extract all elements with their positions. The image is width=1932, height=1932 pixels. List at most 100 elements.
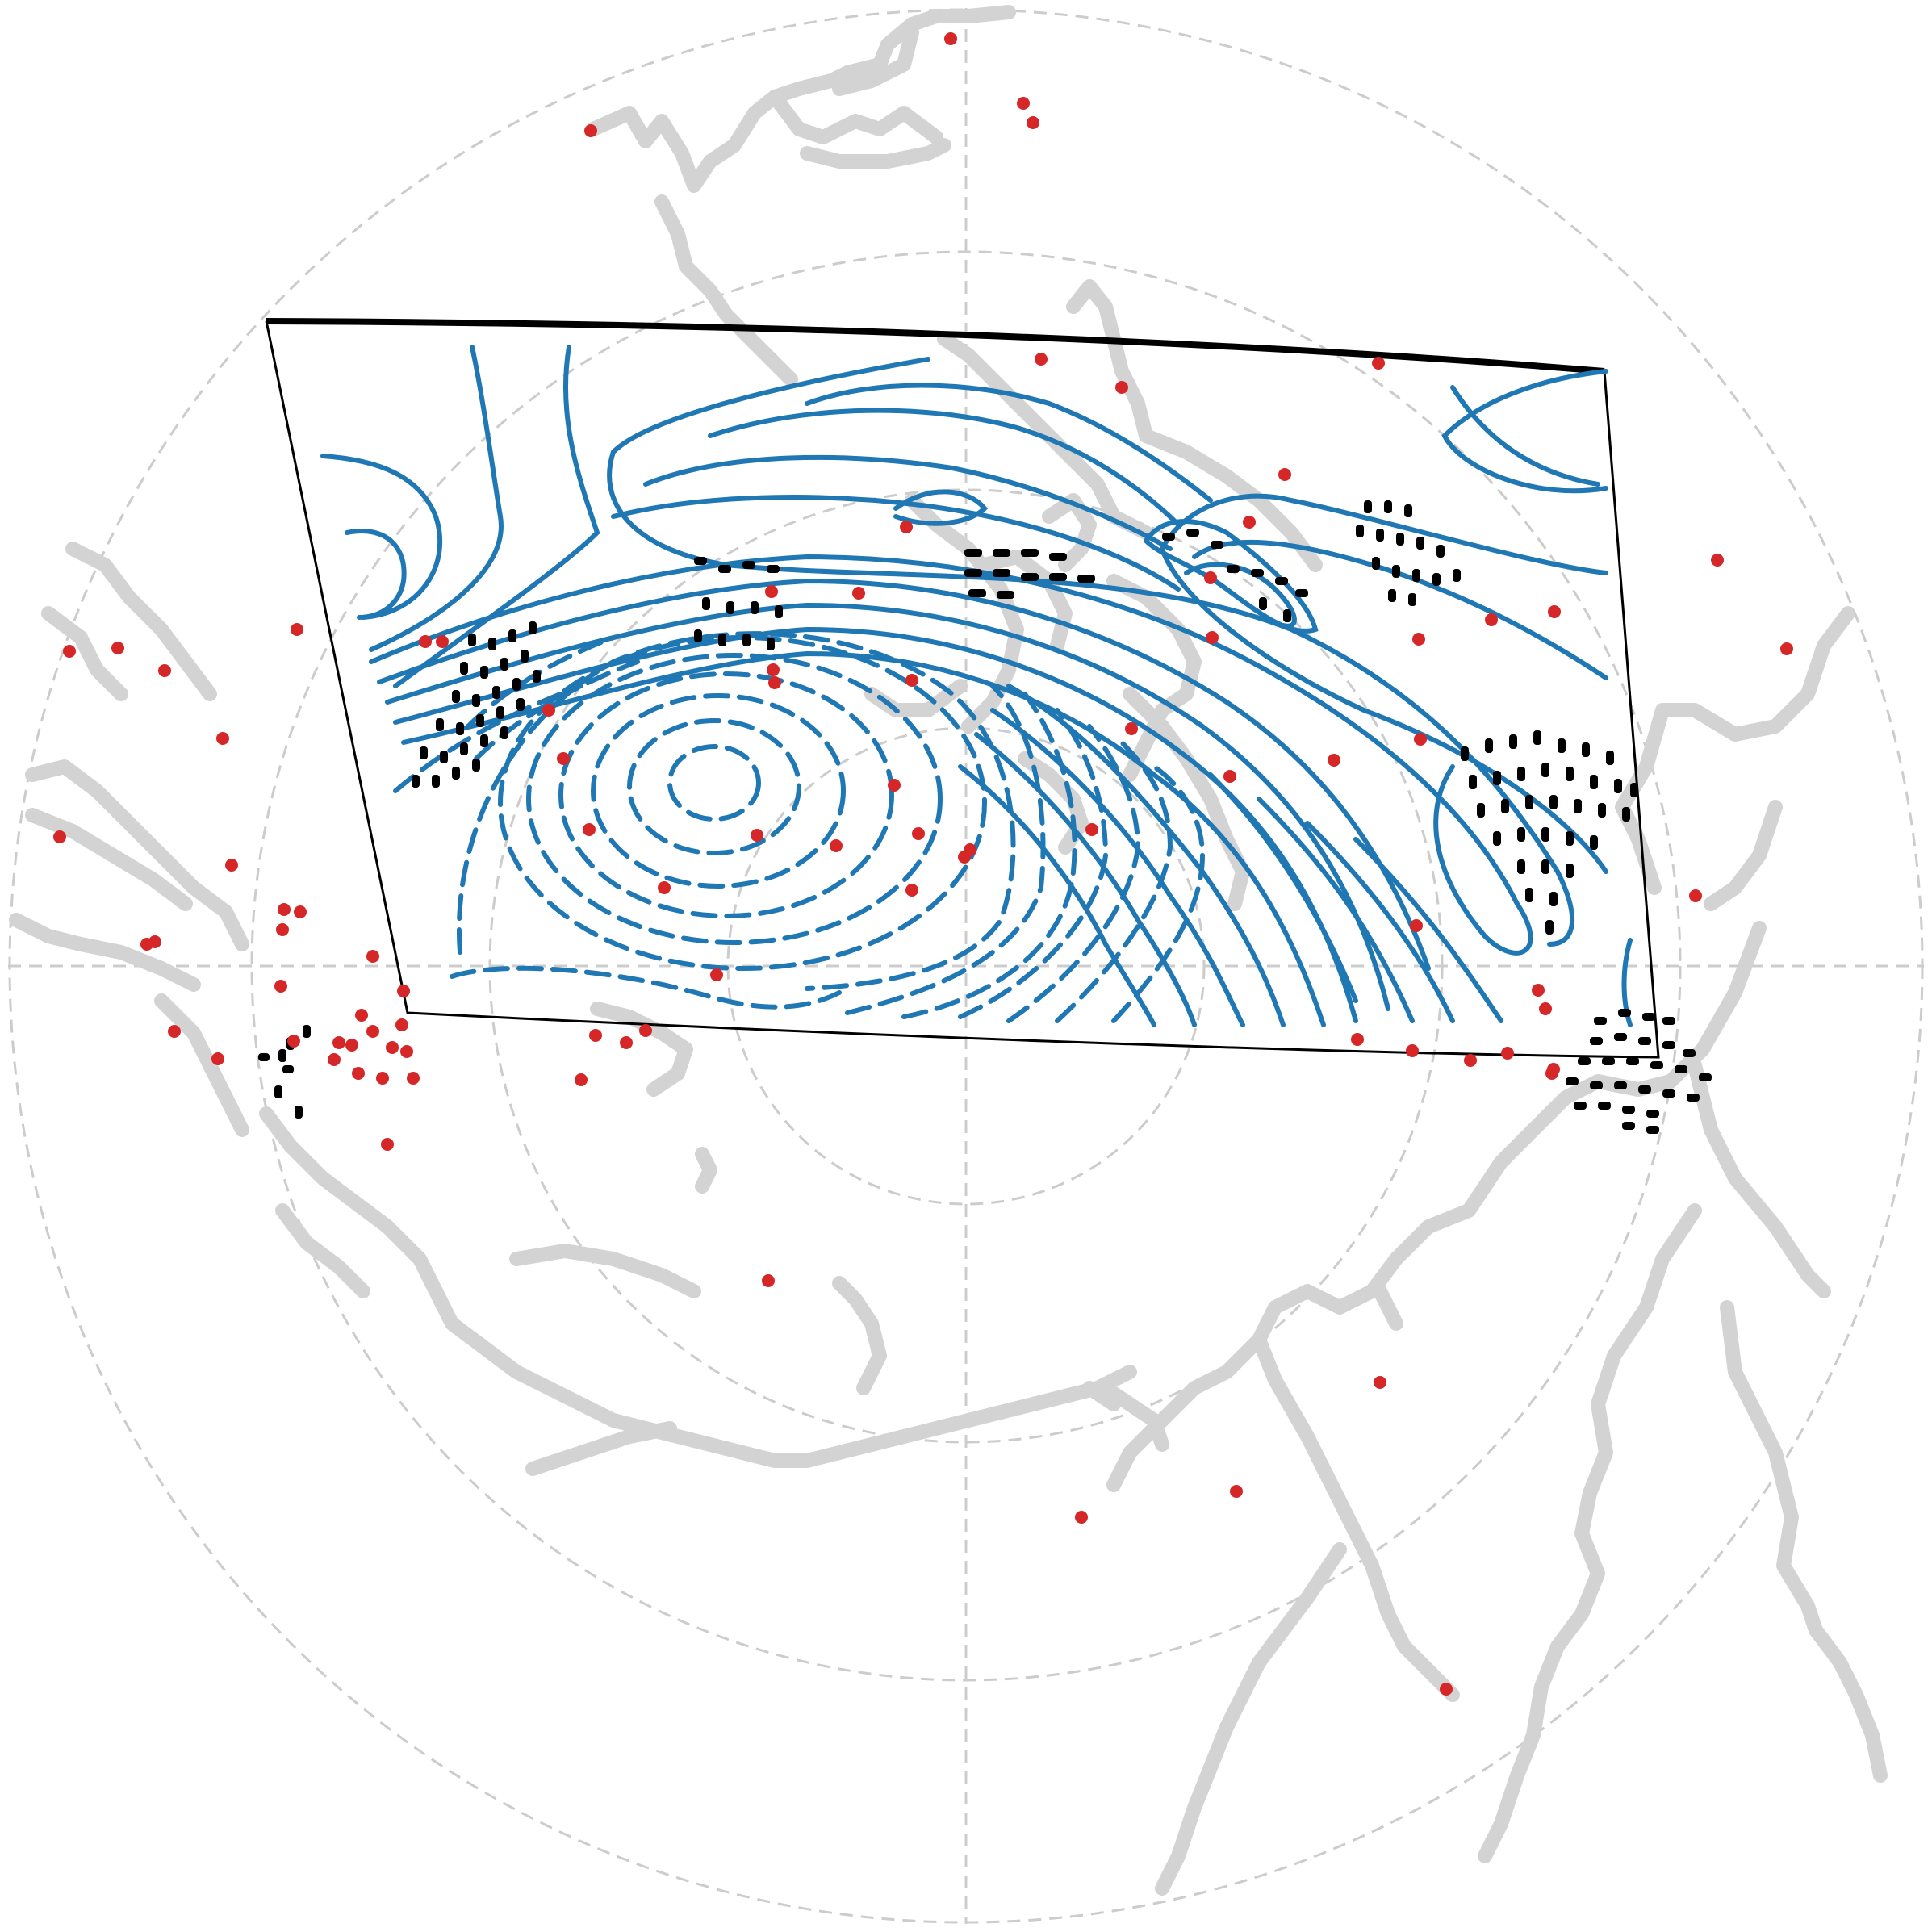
station-dot bbox=[366, 950, 379, 963]
station-dot bbox=[1075, 1511, 1088, 1524]
contour-negative bbox=[450, 965, 842, 1010]
station-dot bbox=[278, 903, 291, 916]
station-dot bbox=[352, 1067, 365, 1080]
station-dot bbox=[888, 779, 901, 792]
negative-contours bbox=[393, 631, 1206, 1023]
station-dot bbox=[211, 1052, 224, 1065]
stipple-cluster-center bbox=[964, 549, 1095, 599]
station-dot bbox=[557, 752, 570, 765]
station-dot bbox=[1464, 1054, 1477, 1067]
positive-contours bbox=[320, 345, 1633, 1027]
coastline-islands bbox=[590, 1002, 1403, 1411]
station-dot bbox=[1243, 516, 1256, 529]
station-dot bbox=[1406, 1044, 1419, 1057]
station-dot bbox=[276, 923, 289, 936]
station-dot bbox=[912, 827, 925, 840]
station-dot bbox=[1085, 823, 1098, 836]
contour-positive bbox=[1144, 519, 1319, 634]
station-dot bbox=[148, 935, 161, 948]
station-dot bbox=[1204, 571, 1217, 584]
contour-negative bbox=[1006, 724, 1141, 1023]
station-dot bbox=[1027, 116, 1039, 129]
station-dot bbox=[1414, 733, 1427, 746]
contour-negative bbox=[627, 718, 801, 855]
contour-negative bbox=[393, 684, 583, 793]
station-dot bbox=[345, 1039, 358, 1052]
contour-negative bbox=[457, 631, 1016, 991]
station-dot bbox=[1374, 1376, 1386, 1389]
station-dot bbox=[386, 1041, 399, 1054]
contour-positive bbox=[377, 578, 1431, 971]
station-dot bbox=[291, 623, 303, 636]
station-dot bbox=[658, 881, 671, 894]
station-dot bbox=[328, 1053, 341, 1066]
station-dot bbox=[274, 980, 287, 993]
station-dot bbox=[419, 635, 432, 648]
station-dot bbox=[381, 1138, 394, 1151]
station-dot bbox=[639, 1024, 652, 1037]
station-dot bbox=[332, 1036, 345, 1049]
station-dot bbox=[768, 676, 781, 689]
station-dot bbox=[542, 704, 555, 717]
coastlines bbox=[9, 5, 1888, 1896]
station-dot bbox=[366, 1025, 379, 1038]
station-dot bbox=[1689, 889, 1702, 902]
contour-positive bbox=[1621, 938, 1633, 1027]
contour-positive bbox=[607, 357, 1575, 947]
stipple-cluster-left bbox=[412, 621, 541, 788]
contour-positive bbox=[1450, 385, 1600, 487]
station-dot bbox=[583, 823, 596, 836]
contour-positive bbox=[345, 529, 407, 620]
station-dot bbox=[400, 1045, 413, 1058]
station-dot bbox=[1206, 631, 1219, 644]
contour-positive bbox=[708, 408, 1181, 527]
station-dot bbox=[225, 859, 238, 872]
contour-positive bbox=[369, 345, 504, 652]
station-dot bbox=[944, 32, 957, 45]
station-dot bbox=[1545, 1067, 1558, 1080]
station-dot bbox=[1278, 468, 1291, 481]
contour-positive bbox=[893, 489, 989, 526]
contour-negative bbox=[958, 708, 1109, 1019]
contour-positive bbox=[1441, 369, 1608, 494]
station-dot bbox=[905, 884, 918, 897]
station-dot bbox=[767, 663, 780, 676]
significance-stipple bbox=[258, 500, 1712, 1134]
coastline-north-america bbox=[1106, 606, 1888, 1896]
station-dot bbox=[111, 642, 124, 654]
station-dot bbox=[830, 839, 843, 852]
station-dot bbox=[1711, 554, 1724, 567]
contour-positive bbox=[1184, 562, 1297, 629]
station-dot bbox=[765, 585, 778, 598]
station-dot bbox=[900, 521, 913, 533]
station-dot bbox=[1548, 605, 1561, 618]
station-dot bbox=[63, 645, 76, 658]
contour-negative bbox=[1111, 764, 1206, 1023]
station-dot bbox=[852, 587, 865, 600]
station-dot bbox=[620, 1036, 633, 1049]
contour-negative bbox=[526, 653, 943, 945]
station-dot bbox=[158, 664, 171, 677]
station-dot bbox=[216, 732, 229, 745]
station-dot bbox=[1230, 1485, 1243, 1498]
station-dot bbox=[1485, 613, 1498, 626]
contour-positive bbox=[393, 345, 600, 688]
station-dot bbox=[575, 1073, 588, 1086]
station-dot bbox=[407, 1072, 420, 1085]
station-dot bbox=[376, 1072, 389, 1085]
contour-negative bbox=[591, 693, 846, 889]
station-dot bbox=[1223, 770, 1236, 783]
station-dot bbox=[1115, 381, 1128, 394]
station-dot bbox=[395, 1018, 408, 1031]
contour-positive bbox=[974, 732, 1197, 1027]
station-dot bbox=[710, 968, 723, 981]
contour-positive bbox=[369, 554, 1533, 956]
stipple-cluster-far-left bbox=[258, 1025, 311, 1119]
station-dot bbox=[964, 843, 976, 856]
contour-positive bbox=[1257, 797, 1415, 1023]
contour-positive bbox=[320, 454, 443, 620]
contour-negative bbox=[901, 692, 1077, 1019]
station-dot bbox=[584, 124, 597, 137]
station-dot bbox=[1351, 1033, 1364, 1046]
